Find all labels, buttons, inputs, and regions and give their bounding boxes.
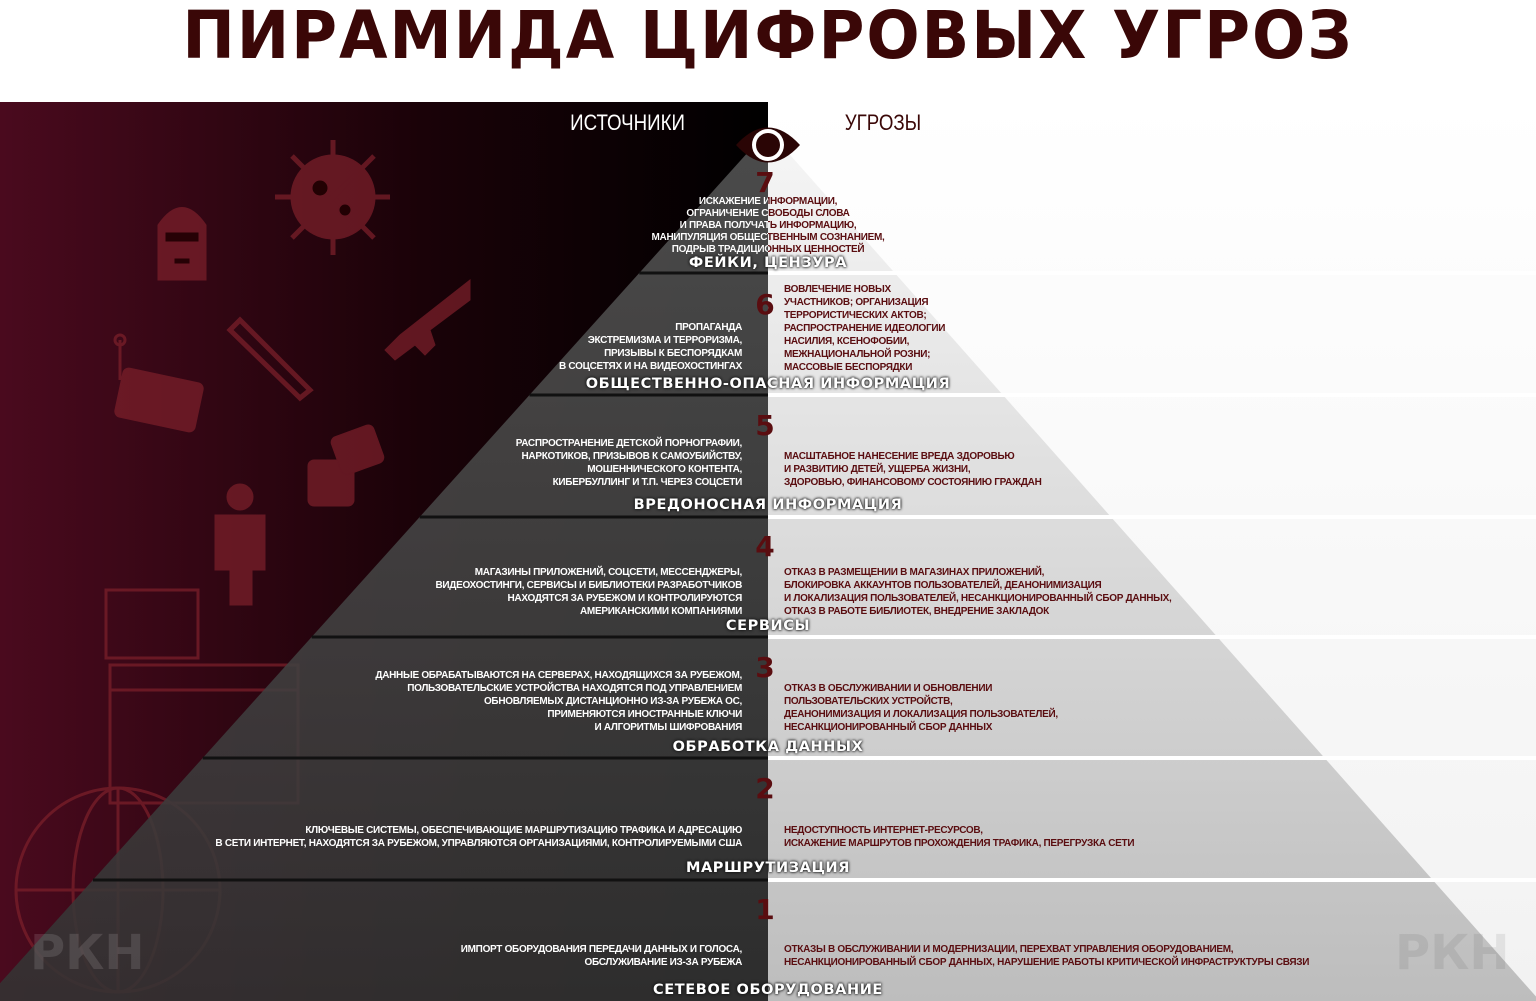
tier-label: ОБЩЕСТВЕННО-ОПАСНАЯ ИНФОРМАЦИЯ	[585, 376, 951, 392]
watermark-logo: РКН	[1395, 925, 1510, 981]
tier-number: 5	[755, 409, 775, 442]
tier-number: 4	[755, 530, 775, 563]
tier-number: 1	[755, 893, 775, 926]
tier-source-text: МАГАЗИНЫ ПРИЛОЖЕНИЙ, СОЦСЕТИ, МЕССЕНДЖЕР…	[435, 567, 742, 617]
tier-label: ВРЕДОНОСНАЯ ИНФОРМАЦИЯ	[633, 497, 903, 513]
balaclava-icon	[157, 207, 207, 281]
page-title: ПИРАМИДА ЦИФРОВЫХ УГРОЗ	[182, 0, 1354, 74]
pyramid-threats-side	[768, 130, 1536, 1001]
tier-source-text: ИМПОРТ ОБОРУДОВАНИЯ ПЕРЕДАЧИ ДАННЫХ И ГО…	[460, 944, 743, 968]
tier-label: СЕТЕВОЕ ОБОРУДОВАНИЕ	[653, 982, 883, 998]
tier-label: СЕРВИСЫ	[725, 618, 811, 634]
syringe-icon	[226, 316, 314, 402]
tier-label: ОБРАБОТКА ДАННЫХ	[672, 739, 864, 755]
pyramid-sources-side	[0, 130, 768, 1001]
rifle-icon	[384, 278, 471, 361]
tier-threat-text: ОТКАЗЫ В ОБСЛУЖИВАНИИ И МОДЕРНИЗАЦИИ, ПЕ…	[784, 944, 1310, 968]
credit-card-icon	[113, 333, 204, 433]
tier-threat-text: ОТКАЗ В ОБСЛУЖИВАНИИ И ОБНОВЛЕНИИ ПОЛЬЗО…	[784, 683, 1058, 733]
tier-label: ФЕЙКИ, ЦЕНЗУРА	[688, 255, 848, 271]
tier-threat-text: МАСШТАБНОЕ НАНЕСЕНИЕ ВРЕДА ЗДОРОВЬЮ И РА…	[784, 451, 1042, 488]
tier-number: 7	[755, 166, 775, 199]
tier-description: ИСКАЖЕНИЕ ИНФОРМАЦИИ, ОГРАНИЧЕНИЕ СВОБОД…	[651, 196, 885, 255]
threats-header: УГРОЗЫ	[844, 110, 922, 135]
tier-number: 3	[755, 651, 775, 684]
tier-threat-text: ОТКАЗ В РАЗМЕЩЕНИИ В МАГАЗИНАХ ПРИЛОЖЕНИ…	[784, 567, 1172, 617]
eye-icon	[736, 127, 800, 163]
tier-number: 6	[755, 288, 775, 321]
tier-label: МАРШРУТИЗАЦИЯ	[685, 860, 851, 876]
virus-icon	[275, 140, 390, 255]
tier-source-text: ДАННЫЕ ОБРАБАТЫВАЮТСЯ НА СЕРВЕРАХ, НАХОД…	[375, 670, 742, 733]
person-phone-icon	[214, 483, 266, 606]
tier-number: 2	[755, 772, 775, 805]
tier-source-text: ПРОПАГАНДА ЭКСТРЕМИЗМА И ТЕРРОРИЗМА, ПРИ…	[559, 322, 742, 372]
watermark-logo: РКН	[30, 925, 145, 981]
tier-threat-text: НЕДОСТУПНОСТЬ ИНТЕРНЕТ-РЕСУРСОВ, ИСКАЖЕН…	[784, 825, 1135, 849]
sources-header: ИСТОЧНИКИ	[570, 110, 685, 135]
tier-source-text: РАСПРОСТРАНЕНИЕ ДЕТСКОЙ ПОРНОГРАФИИ, НАР…	[515, 438, 743, 488]
tier-source-text: КЛЮЧЕВЫЕ СИСТЕМЫ, ОБЕСПЕЧИВАЮЩИЕ МАРШРУТ…	[215, 825, 742, 849]
tier-threat-text: ВОВЛЕЧЕНИЕ НОВЫХ УЧАСТНИКОВ; ОРГАНИЗАЦИЯ…	[784, 284, 946, 373]
dice-icon	[307, 424, 385, 507]
